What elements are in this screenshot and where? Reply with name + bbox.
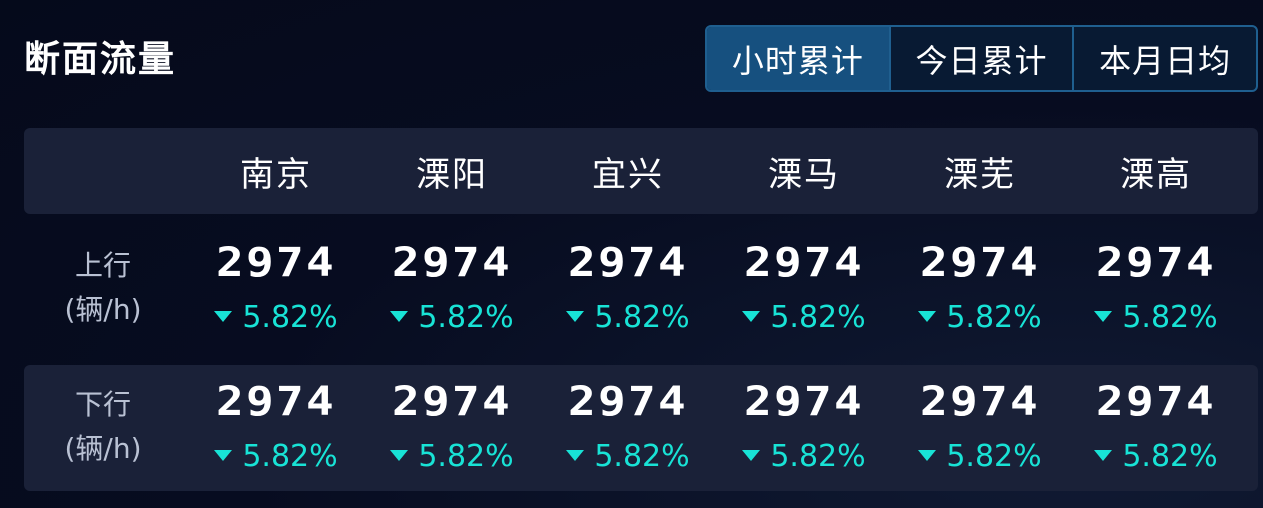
column-header: 溧芜 [944,154,1016,195]
table-cell: 2974 5.82% [540,240,716,340]
change-indicator: 5.82% [364,300,540,335]
change-indicator: 5.82% [716,439,892,474]
flow-value: 2974 [392,240,512,286]
panel-title: 断面流量 [24,39,177,80]
table-cell: 2974 5.82% [188,240,364,340]
flow-value: 2974 [568,379,688,425]
row-label-direction: 上行 [74,249,131,282]
tab-today-cumulative[interactable]: 今日累计 [891,27,1075,90]
change-indicator: 5.82% [364,439,540,474]
change-percent: 5.82% [594,300,690,335]
change-indicator: 5.82% [188,439,364,474]
row-label-unit: (辆/h) [64,432,142,465]
triangle-down-icon [1094,450,1113,461]
flow-value: 2974 [744,240,864,286]
flow-value: 2974 [1096,240,1216,286]
table-header-row: 南京 溧阳 宜兴 溧马 溧芜 溧高 [24,128,1258,214]
column-header: 溧高 [1120,154,1192,195]
table-cell: 2974 5.82% [892,240,1068,340]
change-indicator: 5.82% [540,300,716,335]
triangle-down-icon [918,311,937,322]
change-percent: 5.82% [418,439,514,474]
change-indicator: 5.82% [892,439,1068,474]
tab-hourly-cumulative[interactable]: 小时累计 [707,27,891,90]
table-cell: 2974 5.82% [188,379,364,479]
change-percent: 5.82% [946,439,1042,474]
change-percent: 5.82% [242,439,338,474]
triangle-down-icon [214,450,233,461]
change-percent: 5.82% [242,300,338,335]
flow-value: 2974 [920,240,1040,286]
flow-value: 2974 [216,379,336,425]
table-cell: 2974 5.82% [716,379,892,479]
change-indicator: 5.82% [1068,439,1244,474]
column-header: 溧马 [768,154,840,195]
change-indicator: 5.82% [540,439,716,474]
table-cell: 2974 5.82% [1068,379,1244,479]
row-label: 下行 (辆/h) [48,383,158,471]
flow-value: 2974 [920,379,1040,425]
change-indicator: 5.82% [188,300,364,335]
flow-value: 2974 [1096,379,1216,425]
change-percent: 5.82% [946,300,1042,335]
triangle-down-icon [214,311,233,322]
change-percent: 5.82% [770,300,866,335]
change-percent: 5.82% [418,300,514,335]
table-cell: 2974 5.82% [716,240,892,340]
change-indicator: 5.82% [892,300,1068,335]
time-range-tabs: 小时累计 今日累计 本月日均 [705,25,1258,92]
table-cell: 2974 5.82% [540,379,716,479]
flow-value: 2974 [392,379,512,425]
flow-value: 2974 [744,379,864,425]
change-percent: 5.82% [1122,300,1218,335]
row-label-unit: (辆/h) [64,293,142,326]
tab-monthly-daily-average[interactable]: 本月日均 [1099,41,1232,80]
triangle-down-icon [918,450,937,461]
column-header: 南京 [240,154,312,195]
change-indicator: 5.82% [1068,300,1244,335]
triangle-down-icon [390,311,409,322]
triangle-down-icon [742,450,761,461]
table-cell: 2974 5.82% [892,379,1068,479]
triangle-down-icon [566,311,585,322]
table-row-upstream: 上行 (辆/h) 2974 5.82% 2974 5.82% 2974 5.82… [24,226,1258,352]
triangle-down-icon [390,450,409,461]
table-cell: 2974 5.82% [364,379,540,479]
triangle-down-icon [742,311,761,322]
table-cell: 2974 5.82% [364,240,540,340]
table-row-downstream: 下行 (辆/h) 2974 5.82% 2974 5.82% 2974 5.82… [24,365,1258,491]
row-label: 上行 (辆/h) [48,244,158,332]
flow-value: 2974 [568,240,688,286]
table-cell: 2974 5.82% [1068,240,1244,340]
change-percent: 5.82% [770,439,866,474]
change-indicator: 5.82% [716,300,892,335]
column-header: 溧阳 [416,154,488,195]
triangle-down-icon [1094,311,1113,322]
column-header: 宜兴 [592,154,664,195]
change-percent: 5.82% [594,439,690,474]
triangle-down-icon [566,450,585,461]
row-label-direction: 下行 [74,388,131,421]
flow-value: 2974 [216,240,336,286]
change-percent: 5.82% [1122,439,1218,474]
